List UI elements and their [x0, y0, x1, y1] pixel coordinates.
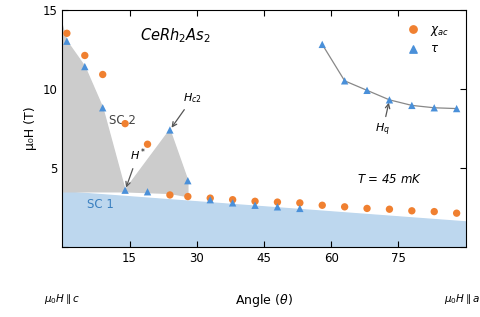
- Text: SC 2: SC 2: [109, 113, 136, 126]
- Point: [229, 197, 237, 202]
- Text: $H_{c2}$: $H_{c2}$: [172, 91, 202, 126]
- Point: [385, 207, 393, 212]
- Text: $H_q$: $H_q$: [375, 104, 390, 139]
- Text: $T$ = 45 mK: $T$ = 45 mK: [357, 173, 422, 186]
- Point: [453, 106, 460, 111]
- Point: [296, 206, 304, 211]
- Point: [453, 211, 460, 216]
- Point: [251, 199, 259, 204]
- Point: [166, 127, 174, 133]
- Point: [63, 39, 71, 44]
- Y-axis label: μ₀H (T): μ₀H (T): [24, 107, 37, 150]
- Point: [251, 203, 259, 208]
- Point: [121, 188, 129, 193]
- Point: [206, 196, 214, 201]
- Point: [121, 121, 129, 126]
- Point: [363, 88, 371, 93]
- Text: CeRh$_2$As$_2$: CeRh$_2$As$_2$: [140, 26, 211, 45]
- Point: [363, 206, 371, 211]
- Point: [144, 142, 151, 147]
- Point: [81, 64, 89, 69]
- Text: $\mu_0 H \parallel ab$: $\mu_0 H \parallel ab$: [444, 292, 480, 307]
- Point: [431, 105, 438, 110]
- Point: [408, 103, 416, 108]
- Point: [296, 200, 304, 205]
- Point: [408, 208, 416, 213]
- Point: [184, 194, 192, 199]
- Point: [341, 204, 348, 210]
- Point: [99, 105, 107, 110]
- Point: [144, 189, 151, 194]
- Point: [229, 200, 237, 205]
- Point: [81, 53, 89, 58]
- Point: [385, 97, 393, 102]
- Point: [99, 72, 107, 77]
- Point: [63, 31, 71, 36]
- Legend: $\chi_{ac}$, $\tau$: $\chi_{ac}$, $\tau$: [397, 18, 454, 60]
- Point: [166, 192, 174, 197]
- Text: SC 1: SC 1: [86, 198, 113, 211]
- Text: $H^*$: $H^*$: [126, 147, 146, 186]
- Point: [318, 42, 326, 47]
- Text: $\mu_0 H \parallel c$: $\mu_0 H \parallel c$: [44, 292, 81, 307]
- Polygon shape: [62, 192, 466, 247]
- Point: [206, 197, 214, 202]
- Point: [431, 209, 438, 214]
- Point: [274, 204, 281, 210]
- Polygon shape: [62, 25, 188, 197]
- Point: [184, 178, 192, 183]
- Point: [274, 200, 281, 205]
- Text: Angle ($\theta$): Angle ($\theta$): [235, 292, 293, 309]
- Point: [318, 203, 326, 208]
- Point: [341, 78, 348, 83]
